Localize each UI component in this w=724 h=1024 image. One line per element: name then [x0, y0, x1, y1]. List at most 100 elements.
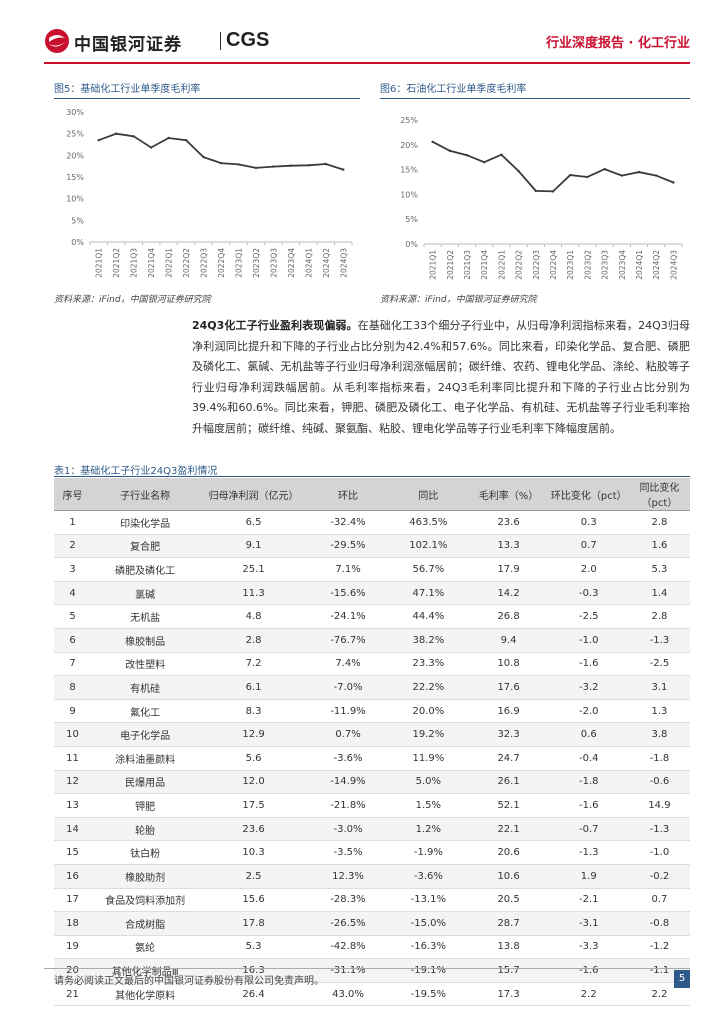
- data-point: [115, 132, 118, 135]
- table-cell: -0.7: [548, 817, 629, 842]
- table-cell: -14.9%: [307, 770, 389, 795]
- table-cell: 15: [54, 840, 92, 865]
- table-cell: 38.2%: [388, 628, 469, 653]
- x-tick-label: 2022Q1: [497, 250, 506, 280]
- x-tick-label: 2023Q2: [583, 250, 592, 280]
- table-cell: 26.4: [199, 982, 308, 1007]
- data-point: [569, 173, 572, 177]
- table-cell: 11.3: [199, 581, 308, 606]
- data-point: [534, 189, 537, 193]
- table-cell: 2.8: [628, 510, 690, 535]
- table-cell: -1.0: [628, 840, 690, 865]
- table-cell: -3.0%: [307, 817, 389, 842]
- table-header-row: 序号 子行业名称 归母净利润（亿元） 环比 同比 毛利率（%） 环比变化（pct） 同比变化（…: [54, 478, 690, 511]
- table-cell: 2.5: [199, 864, 308, 889]
- table-cell: 25.1: [199, 557, 308, 582]
- table-cell: 17.8: [199, 911, 308, 936]
- table-cell: 17.9: [468, 557, 549, 582]
- x-tick-label: 2021Q3: [463, 250, 472, 280]
- y-tick-label: 15%: [400, 166, 418, 175]
- table-cell: 5.3: [199, 935, 308, 960]
- table-cell: 8: [54, 675, 92, 700]
- table-header-cell: 归母净利润（亿元）: [199, 478, 308, 511]
- figure6-title: 图6：石油化工行业单季度毛利率: [380, 84, 527, 95]
- table-header-cell: 同比变化（pct）: [628, 478, 690, 511]
- table-cell: 56.7%: [388, 557, 469, 582]
- table-header-cell: 同比: [388, 478, 469, 511]
- data-point: [551, 190, 555, 193]
- data-point: [272, 165, 275, 168]
- table-cell: -76.7%: [307, 628, 389, 653]
- table-cell: 9.4: [468, 628, 549, 653]
- table-cell: 11.9%: [388, 746, 469, 771]
- table-row: 15 钛白粉 10.3 -3.5% -1.9% 20.6 -1.3 -1.0: [54, 840, 690, 865]
- x-tick-label: 2023Q4: [287, 248, 296, 278]
- table-cell: 32.3: [468, 722, 549, 747]
- data-point: [672, 181, 675, 184]
- table-cell: -1.0: [548, 628, 629, 653]
- table-cell: 1.5%: [388, 793, 469, 818]
- y-tick-label: 20%: [66, 151, 84, 160]
- table-cell: 20.0%: [388, 699, 469, 724]
- x-tick-label: 2022Q4: [549, 250, 558, 280]
- table-cell: 12.9: [199, 722, 308, 747]
- table-cell: 6.5: [199, 510, 308, 535]
- table-header-cell: 子行业名称: [91, 478, 200, 511]
- table-cell: 5.0%: [388, 770, 469, 795]
- table-cell: 9.1: [199, 534, 308, 559]
- table-cell: -13.1%: [388, 888, 469, 913]
- table-cell: 1.9: [548, 864, 629, 889]
- table-body: 1 印染化学品 6.5 -32.4% 463.5% 23.6 0.3 2.8 2 复合肥 9.1 -2…: [54, 510, 690, 1007]
- data-point: [219, 161, 223, 165]
- table-row: 14 轮胎 23.6 -3.0% 1.2% 22.1 -0.7 -1.3: [54, 817, 690, 842]
- table-cell: 6: [54, 628, 92, 653]
- table-cell: 12.3%: [307, 864, 389, 889]
- table-cell: 氯碱: [91, 581, 200, 606]
- table-cell: 20.5: [468, 888, 549, 913]
- table-cell: -24.1%: [307, 604, 389, 629]
- table-cell: -28.3%: [307, 888, 389, 913]
- x-tick-label: 2023Q1: [566, 250, 575, 280]
- table-cell: 磷肥及磷化工: [91, 557, 200, 582]
- table-cell: -2.5: [628, 652, 690, 677]
- data-point: [500, 153, 503, 156]
- x-tick-label: 2022Q1: [165, 248, 174, 278]
- x-tick-label: 2022Q3: [200, 248, 209, 278]
- table-cell: -1.8: [628, 746, 690, 771]
- x-tick-label: 2021Q1: [95, 248, 104, 278]
- table-cell: 0.7: [548, 534, 629, 559]
- paragraph-body: 在基础化工33个细分子行业中，从归母净利润指标来看，24Q3归母净利润同比提升和…: [192, 319, 690, 435]
- data-point: [149, 146, 153, 149]
- table-cell: 1: [54, 510, 92, 535]
- table-cell: -1.9%: [388, 840, 469, 865]
- y-tick-label: 25%: [66, 130, 84, 139]
- table-row: 5 无机盐 4.8 -24.1% 44.4% 26.8 -2.5 2.8: [54, 604, 690, 629]
- data-point: [637, 170, 641, 174]
- x-tick-label: 2024Q2: [652, 250, 661, 280]
- data-point: [448, 149, 451, 152]
- table-cell: 合成树脂: [91, 911, 200, 936]
- figure5-chart: 0% 5% 10% 15% 20% 25% 30% 2021Q1 2021Q2 2021Q3 202…: [66, 108, 353, 278]
- table-cell: -1.3: [548, 840, 629, 865]
- table-cell: 1.4: [628, 581, 690, 606]
- table-cell: 16.9: [468, 699, 549, 724]
- table-row: 3 磷肥及磷化工 25.1 7.1% 56.7% 17.9 2.0 5.3: [54, 557, 690, 582]
- data-point: [254, 166, 258, 170]
- table-cell: 氨纶: [91, 935, 200, 960]
- page-header: 中国银河证券 CGS 行业深度报告 · 化工行业: [44, 26, 690, 56]
- footer-divider: [44, 968, 690, 969]
- x-tick-label: 2022Q2: [515, 250, 524, 280]
- table-header-cell: 毛利率（%）: [468, 478, 549, 511]
- table-cell: -26.5%: [307, 911, 389, 936]
- table-row: 2 复合肥 9.1 -29.5% 102.1% 13.3 0.7 1.6: [54, 534, 690, 559]
- table-cell: 橡胶助剂: [91, 864, 200, 889]
- table-cell: 电子化学品: [91, 722, 200, 747]
- table-cell: 1.3: [628, 699, 690, 724]
- figure5-rule: [54, 98, 360, 99]
- x-tick-label: 2024Q1: [635, 250, 644, 280]
- table-cell: -21.8%: [307, 793, 389, 818]
- logo-text-en: CGS: [226, 29, 270, 51]
- table-cell: -7.0%: [307, 675, 389, 700]
- table-cell: 4.8: [199, 604, 308, 629]
- table-cell: -3.6%: [388, 864, 469, 889]
